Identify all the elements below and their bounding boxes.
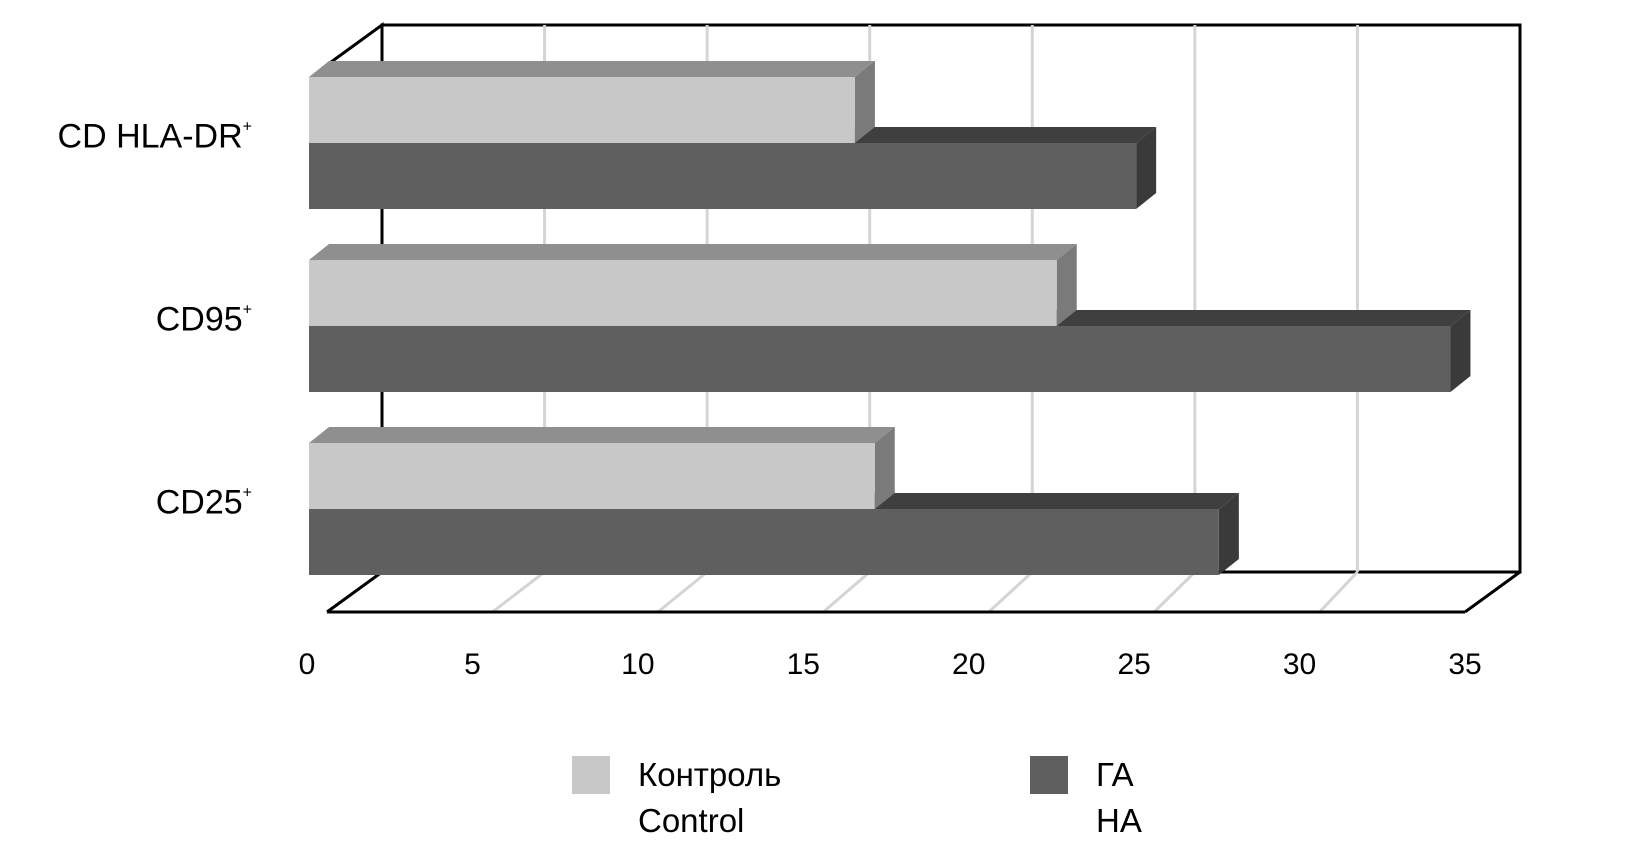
bar-side (1450, 310, 1471, 392)
category-label-cd95: CD95+ (155, 300, 252, 339)
bar-control (309, 443, 875, 509)
x-tick-label: 10 (621, 648, 655, 681)
x-tick-label: 30 (1282, 648, 1317, 681)
x-tick-label: 5 (464, 648, 481, 681)
bar-side (1136, 127, 1157, 209)
x-tick-label: 20 (952, 648, 986, 681)
bar-ha (309, 143, 1137, 209)
bar-control (309, 260, 1057, 326)
x-tick-label: 0 (298, 648, 316, 681)
legend-label-control: Контроль Control (638, 756, 782, 839)
category-label-hla-dr: CD HLA-DR+ (57, 117, 252, 156)
bar-top (309, 244, 1077, 260)
floor-gridline (1318, 570, 1359, 614)
bar-side (1056, 244, 1077, 326)
bar-side (1218, 493, 1239, 575)
bar-top (309, 61, 875, 77)
floor-gridline (656, 570, 709, 614)
bar-ha (309, 509, 1219, 575)
x-tick-label: 15 (786, 648, 820, 681)
floor-gridline (987, 570, 1034, 614)
bar-side (874, 427, 895, 509)
legend-swatch-control (572, 756, 610, 794)
category-label-cd25: CD25+ (155, 483, 252, 522)
bar-top (309, 427, 895, 443)
x-tick-label: 25 (1117, 648, 1151, 681)
bar-ha (309, 326, 1451, 392)
floor-gridline (822, 570, 871, 614)
x-tick-label: 35 (1448, 648, 1482, 681)
bar-side (854, 61, 875, 143)
floor-gridline (491, 570, 546, 614)
bar-control (309, 77, 855, 143)
legend-swatch-ha (1030, 756, 1068, 794)
legend-label-ha: ГА HA (1096, 756, 1142, 839)
floor-gridline (1153, 570, 1196, 614)
floor-right-edge (1464, 570, 1521, 614)
